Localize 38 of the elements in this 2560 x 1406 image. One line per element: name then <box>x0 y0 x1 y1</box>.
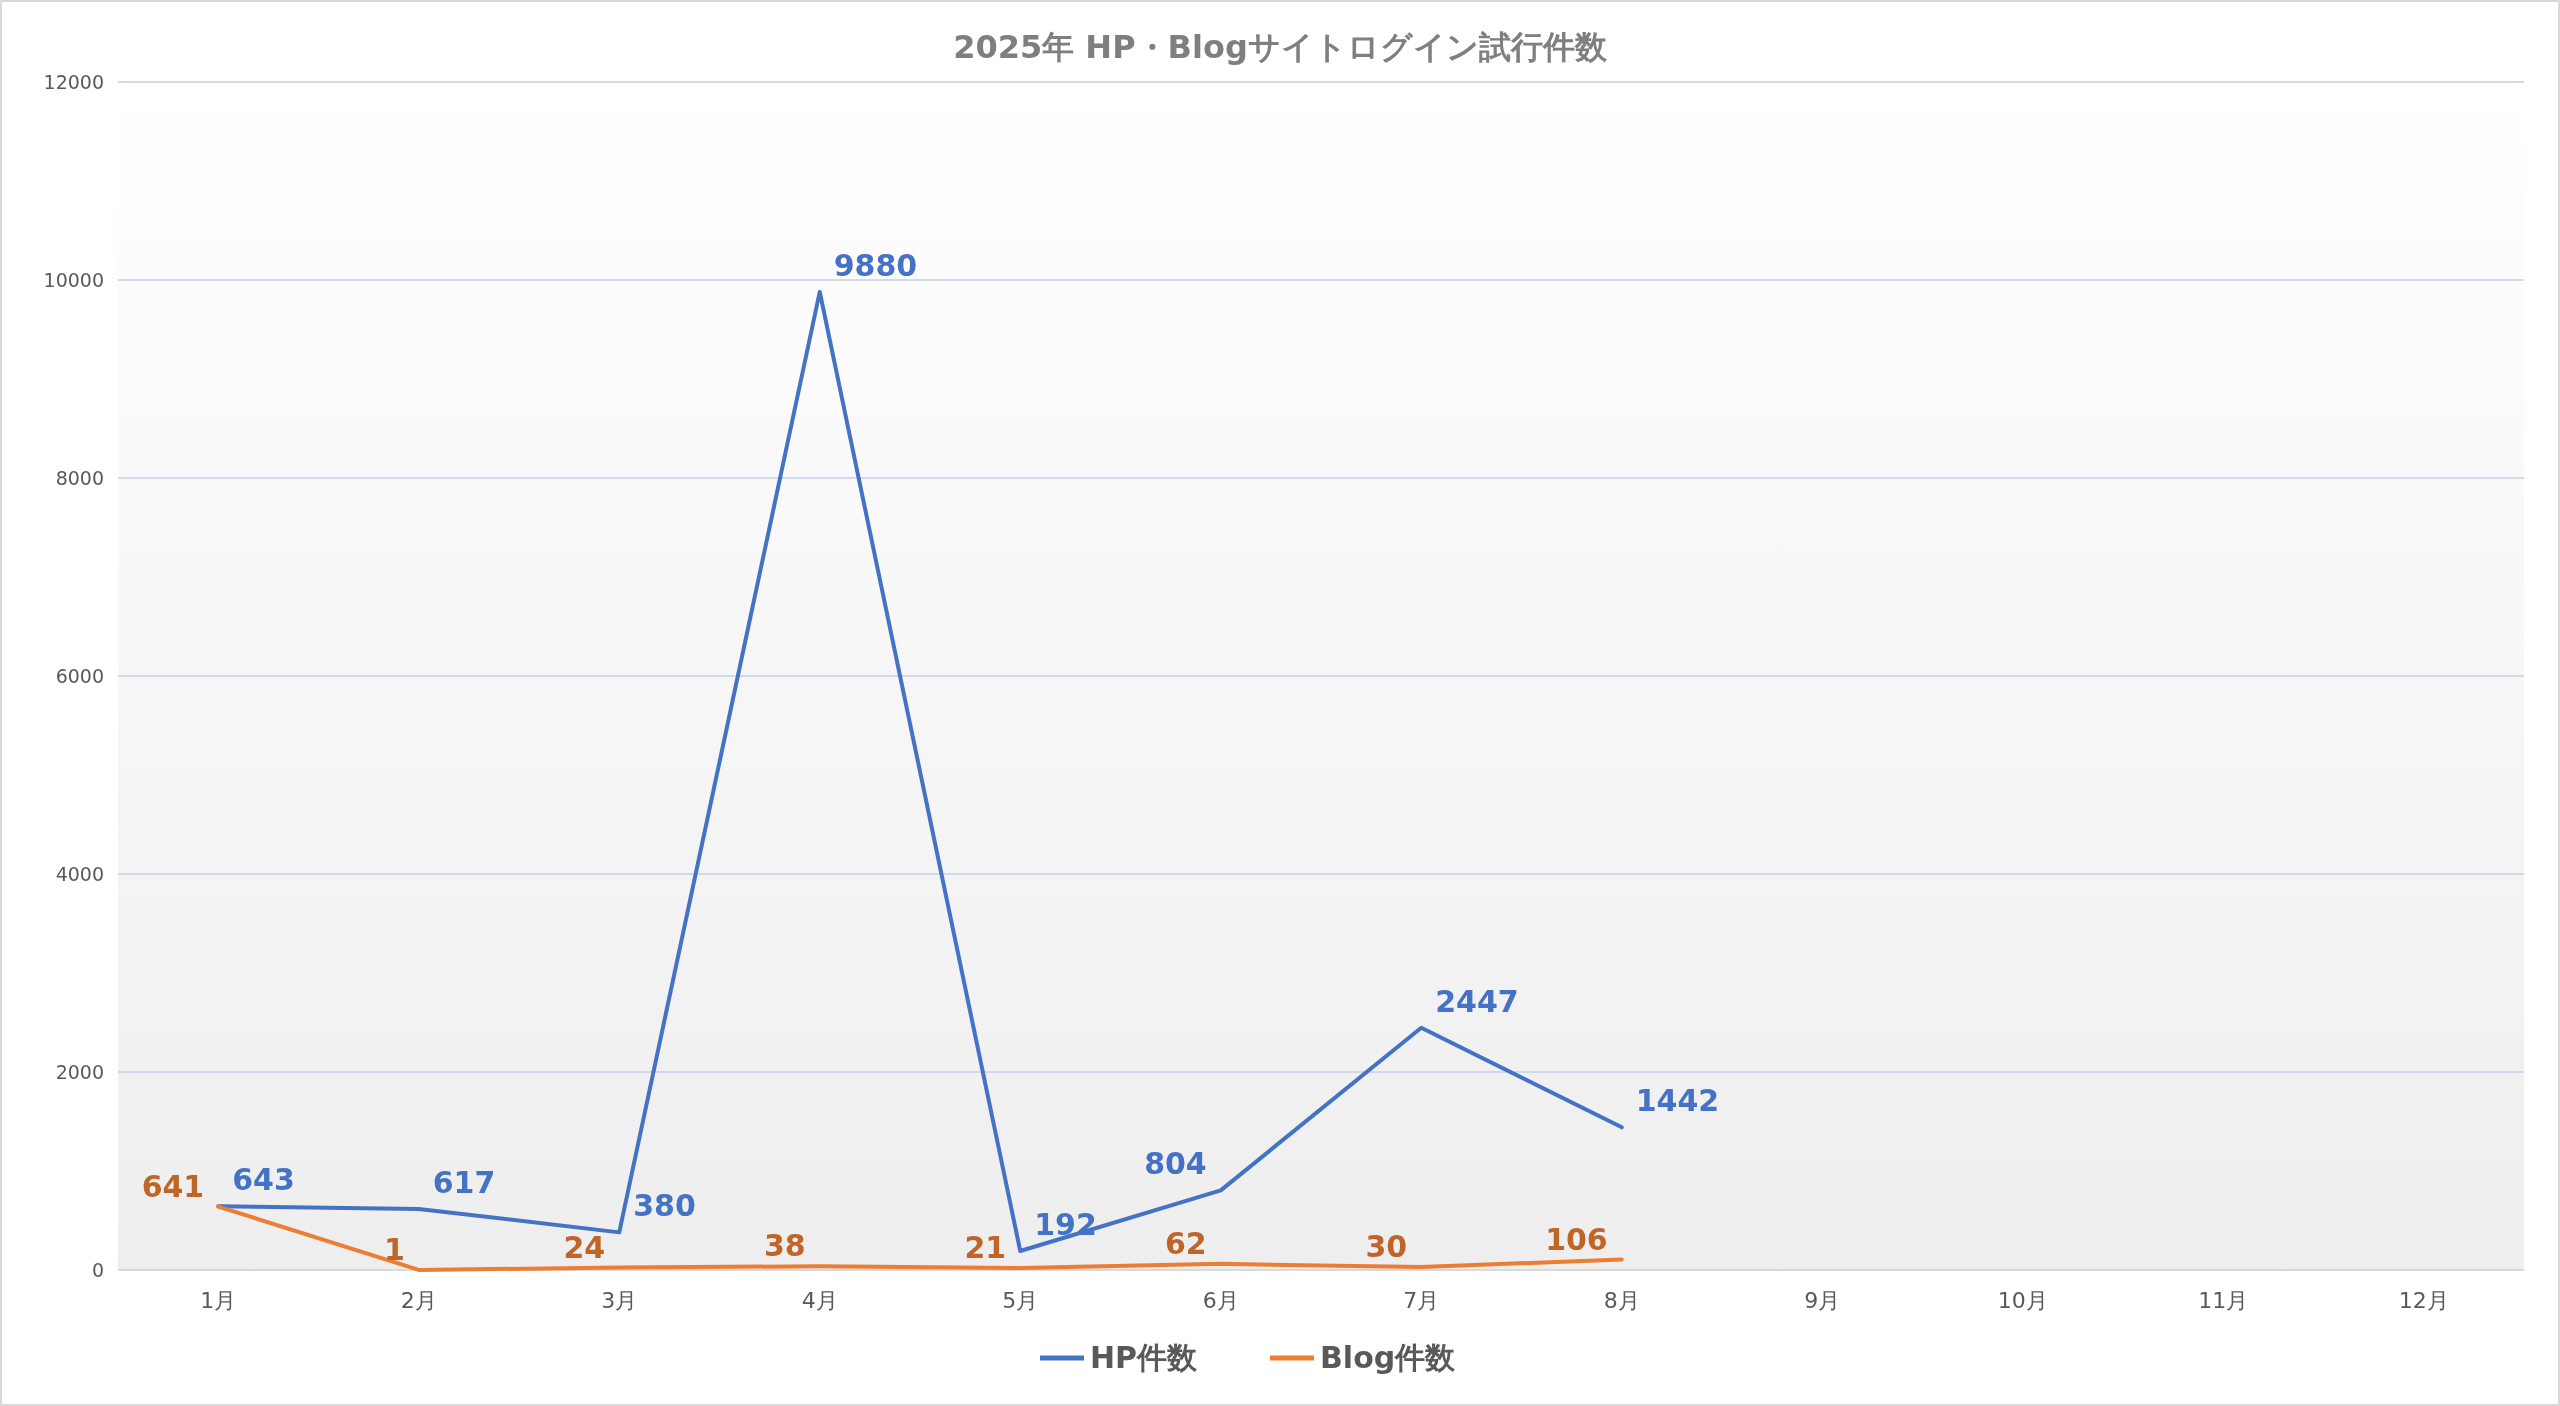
y-tick-label: 6000 <box>55 665 104 687</box>
x-tick-label: 3月 <box>601 1288 638 1313</box>
data-label: 2447 <box>1435 983 1519 1019</box>
legend-label: Blog件数 <box>1320 1340 1457 1375</box>
data-label: 30 <box>1365 1229 1408 1265</box>
x-tick-label: 6月 <box>1202 1288 1239 1313</box>
data-label: 21 <box>964 1229 1007 1265</box>
x-tick-label: 4月 <box>801 1288 838 1313</box>
x-tick-label: 1月 <box>200 1288 237 1313</box>
x-tick-label: 8月 <box>1603 1288 1640 1313</box>
data-label: 9880 <box>833 247 918 283</box>
data-label: 192 <box>1034 1206 1097 1242</box>
x-tick-label: 2月 <box>400 1288 437 1313</box>
data-label: 1442 <box>1635 1083 1720 1119</box>
x-tick-label: 7月 <box>1403 1288 1440 1313</box>
data-label: 38 <box>764 1228 806 1264</box>
x-tick-label: 5月 <box>1002 1288 1039 1313</box>
x-tick-label: 12月 <box>2398 1288 2449 1313</box>
legend-label: HP件数 <box>1090 1340 1199 1375</box>
data-label: 106 <box>1545 1221 1608 1257</box>
data-label: 643 <box>232 1162 295 1198</box>
data-label: 380 <box>633 1188 696 1224</box>
data-label: 804 <box>1144 1146 1207 1182</box>
x-tick-label: 11月 <box>2198 1288 2249 1313</box>
x-tick-label: 9月 <box>1804 1288 1841 1313</box>
y-tick-label: 10000 <box>43 269 104 291</box>
data-label: 24 <box>563 1229 606 1265</box>
data-label: 1 <box>383 1231 405 1267</box>
y-tick-label: 8000 <box>55 467 104 489</box>
y-tick-label: 2000 <box>55 1061 104 1083</box>
x-tick-label: 10月 <box>1997 1288 2048 1313</box>
chart-title: 2025年 HP・Blogサイトログイン試行件数 <box>953 28 1608 66</box>
y-tick-label: 4000 <box>55 863 104 885</box>
y-tick-label: 0 <box>91 1259 104 1281</box>
data-label: 62 <box>1165 1225 1207 1261</box>
data-label: 641 <box>141 1168 205 1204</box>
data-label: 617 <box>432 1164 496 1200</box>
y-tick-label: 12000 <box>43 71 104 93</box>
